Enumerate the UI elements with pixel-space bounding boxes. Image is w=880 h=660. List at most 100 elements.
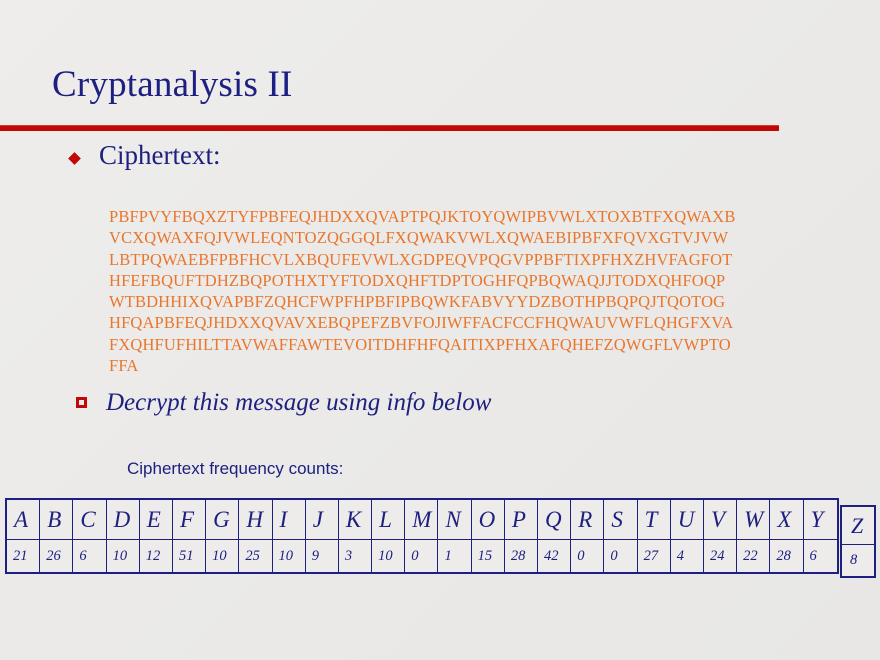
- frequency-letter-cell-w: W: [737, 500, 771, 539]
- frequency-letter-cell-a: A: [7, 500, 41, 539]
- frequency-letter-d: D: [113, 507, 131, 532]
- bullet-item-ciphertext: Ciphertext:: [68, 142, 220, 169]
- frequency-count-v: 24: [709, 547, 725, 564]
- frequency-count-p: 28: [510, 547, 526, 564]
- frequency-count-k: 3: [344, 547, 353, 564]
- frequency-letter-cell-p: P: [505, 500, 538, 539]
- frequency-count-u: 4: [676, 547, 684, 564]
- frequency-letter-m: M: [412, 507, 432, 532]
- frequency-letter-cell-h: H: [239, 500, 273, 539]
- frequency-letter-s: S: [611, 507, 623, 532]
- ciphertext-line: LBTPQWAEBFPBFHCVLXBQUFEVWLXGDPEQVPQGVPPB…: [109, 249, 733, 269]
- frequency-letter-g: G: [213, 507, 230, 532]
- ciphertext-line: HFEFBQUFTDHZBQPOTHXTYFTODXQHFTDPTOGHFQPB…: [109, 270, 726, 290]
- frequency-count-cell-j: 9: [306, 540, 339, 572]
- frequency-letter-cell-e: E: [140, 500, 173, 539]
- frequency-count-f: 51: [178, 547, 194, 564]
- frequency-count-w: 22: [743, 547, 758, 564]
- frequency-count-o: 15: [477, 547, 493, 564]
- frequency-count-cell-l: 10: [372, 540, 406, 572]
- frequency-letter-k: K: [345, 507, 362, 532]
- frequency-count-cell-z: 8: [842, 544, 874, 576]
- frequency-count-cell-r: 0: [571, 540, 605, 572]
- frequency-count-e: 12: [145, 547, 161, 564]
- frequency-letter-y: Y: [810, 507, 824, 532]
- frequency-count-cell-h: 25: [239, 540, 273, 572]
- frequency-count-cell-q: 42: [538, 540, 572, 572]
- frequency-count-cell-f: 51: [173, 540, 207, 572]
- frequency-count-j: 9: [311, 547, 319, 564]
- frequency-letter-l: L: [379, 507, 392, 532]
- frequency-count-cell-v: 24: [704, 540, 738, 572]
- frequency-count-b: 26: [46, 547, 61, 564]
- diamond-bullet-icon: [68, 152, 81, 165]
- frequency-letter-cell-f: F: [173, 500, 207, 539]
- frequency-letter-cell-q: Q: [538, 500, 572, 539]
- frequency-count-cell-o: 15: [472, 540, 505, 572]
- frequency-count-a: 21: [13, 547, 28, 564]
- frequency-table-label: Ciphertext frequency counts:: [127, 459, 344, 478]
- frequency-count-cell-m: 0: [405, 540, 439, 572]
- frequency-letter-e: E: [146, 507, 161, 532]
- frequency-letter-cell-s: S: [604, 500, 638, 539]
- frequency-count-l: 10: [378, 547, 393, 564]
- frequency-count-c: 6: [79, 547, 87, 564]
- frequency-count-cell-e: 12: [140, 540, 173, 572]
- frequency-letter-i: I: [279, 507, 288, 532]
- frequency-letter-cell-x: X: [770, 500, 804, 539]
- frequency-count-s: 0: [610, 547, 618, 564]
- frequency-letter-cell-d: D: [107, 500, 140, 539]
- square-bullet-icon: [76, 397, 87, 408]
- frequency-count-cell-p: 28: [505, 540, 538, 572]
- frequency-count-cell-a: 21: [7, 540, 41, 572]
- ciphertext-line: VCXQWAXFQJVWLEQNTOZQGGQLFXQWAKVWLXQWAEBI…: [109, 228, 729, 248]
- frequency-letter-v: V: [710, 507, 725, 532]
- frequency-count-cell-g: 10: [206, 540, 240, 572]
- bullet-label-decrypt: Decrypt this message using info below: [106, 389, 492, 416]
- frequency-letter-cell-l: L: [372, 500, 406, 539]
- frequency-z-column: Z 8: [840, 505, 876, 578]
- frequency-count-cell-k: 3: [339, 540, 373, 572]
- frequency-count-z: 8: [850, 552, 858, 569]
- frequency-count-n: 1: [444, 547, 452, 564]
- ciphertext-line: HFQAPBFEQJHDXXQVAVXEBQPEFZBVFOJIWFFACFCC…: [109, 313, 734, 333]
- frequency-counts-row: 21 26 6 10 12 51 10 25 10 9 3 10 0 1 15 28 42 0 0 27 4 24 22 28…: [7, 539, 837, 572]
- frequency-letter-cell-v: V: [704, 500, 738, 539]
- frequency-letter-cell-n: N: [438, 500, 472, 539]
- frequency-letter-cell-i: I: [273, 500, 306, 539]
- frequency-count-cell-s: 0: [604, 540, 638, 572]
- frequency-count-t: 27: [643, 547, 659, 564]
- frequency-count-m: 0: [411, 547, 419, 564]
- frequency-count-d: 10: [112, 547, 128, 564]
- frequency-count-cell-i: 10: [273, 540, 306, 572]
- frequency-count-h: 25: [245, 547, 260, 564]
- frequency-letter-h: H: [246, 507, 263, 532]
- frequency-count-cell-t: 27: [638, 540, 671, 572]
- frequency-letter-o: O: [478, 507, 496, 532]
- frequency-letter-cell-z: Z: [842, 507, 874, 544]
- frequency-letter-cell-b: B: [40, 500, 74, 539]
- ciphertext-line: WTBDHHIXQVAPBFZQHCFWPFHPBFIPBQWKFABVYYDZ…: [109, 292, 726, 312]
- frequency-letter-cell-o: O: [472, 500, 505, 539]
- frequency-letter-b: B: [47, 507, 62, 532]
- frequency-count-cell-x: 28: [770, 540, 804, 572]
- bullet-item-decrypt: Decrypt this message using info below: [76, 389, 491, 417]
- frequency-letter-p: P: [511, 507, 526, 532]
- frequency-letter-r: R: [578, 507, 593, 532]
- frequency-count-cell-n: 1: [438, 540, 472, 572]
- frequency-count-i: 10: [278, 547, 294, 564]
- frequency-count-cell-b: 26: [40, 540, 74, 572]
- frequency-letter-x: X: [777, 507, 792, 532]
- frequency-letter-u: U: [677, 507, 695, 532]
- frequency-letter-c: C: [80, 507, 96, 532]
- frequency-count-cell-y: 6: [804, 540, 837, 572]
- frequency-letter-q: Q: [545, 507, 562, 532]
- frequency-count-q: 42: [544, 547, 559, 564]
- frequency-letter-f: F: [179, 507, 194, 532]
- frequency-count-cell-u: 4: [671, 540, 704, 572]
- frequency-letter-cell-y: Y: [804, 500, 837, 539]
- frequency-count-x: 28: [776, 547, 791, 564]
